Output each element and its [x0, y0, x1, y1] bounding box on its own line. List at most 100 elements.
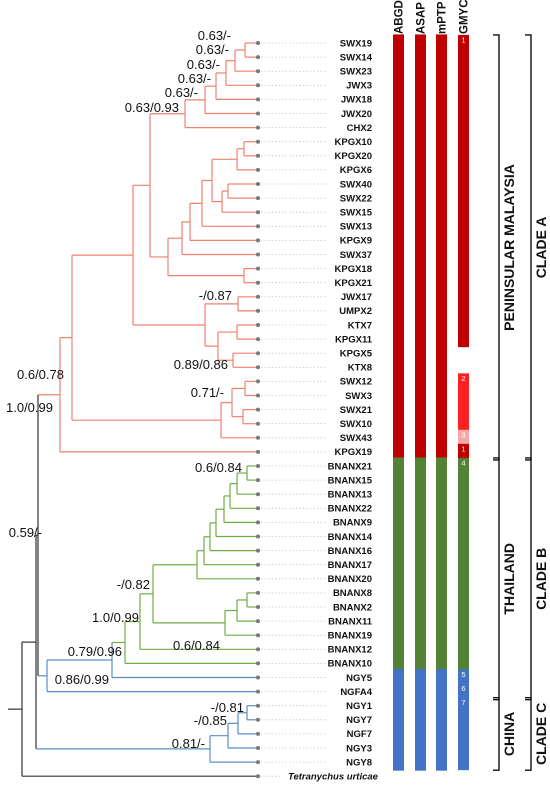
taxon-label: SWX40	[340, 179, 372, 190]
support-value: 0.6/0.84	[173, 638, 220, 653]
gmyc-cluster-number: 1	[461, 35, 465, 44]
tip-marker	[256, 182, 260, 186]
support-value: 0.63/-	[165, 85, 198, 100]
support-value: -/0.87	[199, 288, 232, 303]
taxon-label: BNANX11	[328, 616, 373, 627]
tip-marker	[256, 534, 260, 539]
tip-marker	[256, 590, 260, 595]
taxon-label: SWX37	[340, 250, 372, 261]
tip-marker	[256, 492, 260, 497]
tip-marker	[256, 633, 260, 638]
tip-marker	[256, 365, 260, 370]
bar-mptp	[436, 668, 447, 701]
tip-marker	[256, 139, 260, 144]
support-value: 0.86/0.99	[55, 672, 109, 687]
gmyc-cluster-number: 4	[461, 458, 465, 467]
gmyc-cluster-bar	[458, 697, 469, 771]
taxon-label: BNANX12	[328, 645, 372, 656]
support-value: 0.63/-	[196, 42, 229, 57]
gmyc-cluster-bar	[458, 34, 469, 348]
taxon-label: JWX18	[341, 95, 372, 106]
clade-label: CLADE B	[533, 548, 549, 610]
tip-marker	[256, 520, 260, 525]
taxon-label: BNANX22	[328, 504, 372, 515]
support-value: 0.6/0.78	[17, 367, 64, 382]
taxon-label: JWX17	[341, 292, 372, 303]
taxon-label: KPGX18	[335, 264, 373, 275]
tip-marker	[256, 703, 260, 708]
gmyc-cluster-number: 3	[461, 430, 465, 439]
tip-marker	[256, 125, 260, 130]
bar-asap	[415, 34, 426, 461]
taxon-label: CHX2	[347, 123, 372, 134]
tip-marker	[256, 69, 260, 74]
tip-marker	[256, 280, 260, 285]
clade-label: CLADE C	[533, 703, 549, 765]
region-bracket	[493, 457, 500, 701]
column-header-mptp: mPTP	[437, 1, 449, 34]
support-value: 0.63/-	[178, 71, 211, 86]
gmyc-cluster-number: 6	[461, 684, 465, 693]
tip-marker	[256, 167, 260, 172]
delimitation-bars: 1 2 3 1 4 5 6 7	[393, 34, 469, 771]
taxon-label: NGFA4	[340, 687, 372, 698]
taxon-label: KPGX5	[340, 349, 373, 360]
taxon-label: KPGX19	[335, 447, 373, 458]
tip-marker	[256, 308, 260, 313]
taxon-label: KPGX9	[340, 236, 372, 247]
taxon-label: BNANX19	[328, 631, 372, 642]
tip-marker	[256, 421, 260, 426]
tip-marker	[256, 323, 260, 327]
bar-abgd	[393, 697, 404, 771]
bar-asap	[415, 668, 426, 701]
taxon-label: SWX22	[340, 193, 372, 204]
tip-marker	[256, 238, 260, 243]
taxon-label: BNANX9	[333, 518, 372, 529]
clade-bracket	[525, 34, 532, 461]
column-header-abgd: ABGD	[394, 0, 406, 34]
support-value: 0.71/-	[191, 385, 224, 400]
tip-markers	[256, 41, 260, 779]
support-value: 0.79/0.96	[68, 644, 122, 659]
taxon-label: SWX23	[340, 67, 372, 78]
taxon-label: KPGX21	[335, 278, 373, 289]
tip-marker	[256, 449, 260, 454]
tip-marker	[256, 576, 260, 581]
tip-marker	[256, 605, 260, 609]
tip-marker	[256, 562, 260, 567]
taxon-label: KTX8	[348, 363, 372, 374]
taxon-label: SWX13	[340, 222, 372, 233]
support-value: -/0.81	[211, 700, 244, 715]
tree-branches	[8, 42, 258, 777]
tip-marker	[256, 760, 260, 765]
tip-marker	[256, 661, 260, 666]
taxon-labels: SWX19 SWX14 SWX23 JWX3 JWX18 JWX20 CHX2 KPGX10 K…	[288, 38, 379, 782]
taxon-label: KPGX20	[335, 151, 373, 162]
gmyc-cluster-number: 2	[461, 374, 465, 383]
tip-marker	[256, 619, 260, 624]
tip-marker	[256, 111, 260, 116]
taxon-label: BNANX8	[333, 588, 372, 599]
region-label: THAILAND	[501, 543, 517, 615]
column-header-gmyc: GMYC	[459, 0, 471, 34]
gmyc-cluster-bar	[458, 457, 469, 672]
bar-asap	[415, 457, 426, 672]
support-value: 0.63/0.93	[125, 100, 179, 115]
taxon-label: SWX15	[340, 208, 373, 219]
taxon-label: SWX43	[340, 433, 372, 444]
taxon-label: JWX20	[341, 109, 372, 120]
method-column-headers: ABGD ASAP mPTP GMYC	[394, 0, 471, 34]
support-value: 0.63/-	[187, 57, 220, 72]
tip-marker	[256, 252, 260, 257]
clade-bracket	[525, 696, 532, 771]
taxon-label: BNANX21	[328, 461, 373, 472]
taxon-label: SWX12	[340, 377, 372, 388]
tip-marker	[256, 196, 260, 201]
tip-marker	[256, 210, 260, 215]
column-header-asap: ASAP	[416, 2, 428, 34]
bar-mptp	[436, 457, 447, 672]
tip-marker	[256, 675, 260, 680]
taxon-label: BNANX16	[328, 546, 372, 557]
taxon-label: NGY3	[346, 743, 372, 754]
region-and-clade-brackets: PENINSULAR MALAYSIA THAILAND CHINA CLADE A C…	[493, 34, 549, 771]
